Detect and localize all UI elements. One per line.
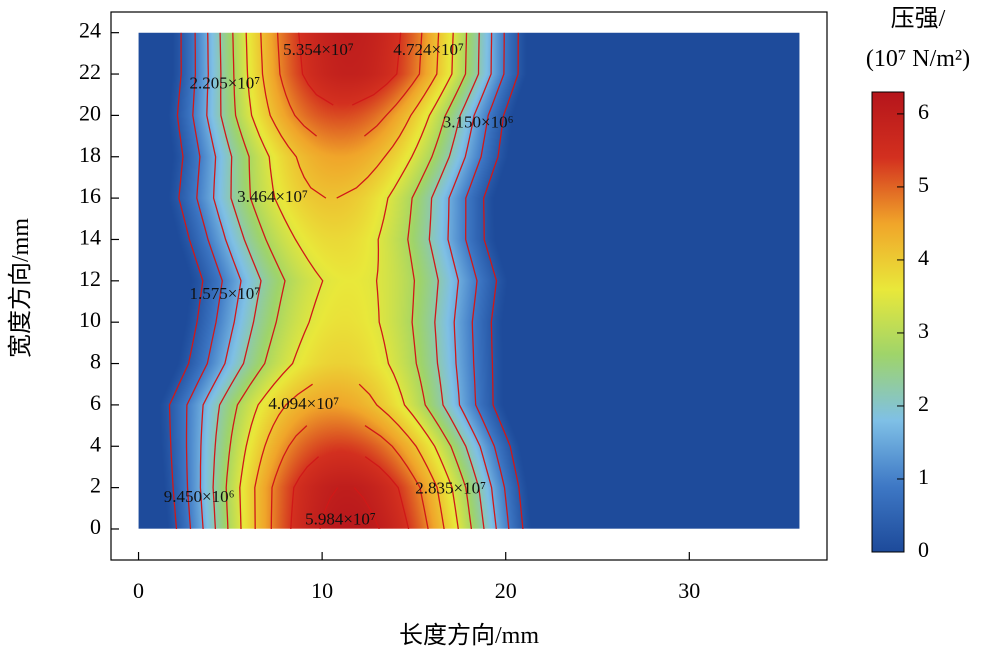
y-tick-label-20: 20 bbox=[79, 100, 101, 125]
contour-line-right-3 bbox=[428, 32, 485, 529]
contour-line-left-0 bbox=[168, 32, 204, 529]
colorbar-title-line1: 压强/ bbox=[891, 6, 946, 32]
contour-lines bbox=[168, 32, 524, 529]
colorbar-tick-label-2: 2 bbox=[918, 391, 929, 416]
colorbar-tick-label-0: 0 bbox=[918, 537, 929, 562]
contour-line-right-6 bbox=[358, 383, 445, 529]
colorbar-title-line2: (10⁷ N/m²) bbox=[866, 46, 970, 72]
x-tick-label-10: 10 bbox=[311, 578, 333, 603]
y-tick-label-4: 4 bbox=[90, 431, 101, 456]
y-tick-label-18: 18 bbox=[79, 142, 101, 167]
contour-label-7: 2.835×10⁷ bbox=[415, 479, 486, 498]
contour-line-left-5 bbox=[239, 32, 324, 529]
contour-line-left-8 bbox=[290, 456, 320, 529]
y-tick-label-10: 10 bbox=[79, 307, 101, 332]
y-tick-label-12: 12 bbox=[79, 266, 101, 291]
y-tick-label-14: 14 bbox=[79, 225, 101, 250]
y-tick-label-24: 24 bbox=[79, 18, 101, 43]
contour-label-2: 2.205×10⁷ bbox=[189, 73, 260, 92]
heatmap-image bbox=[138, 32, 800, 529]
colorbar-tick-label-3: 3 bbox=[918, 318, 929, 343]
colorbar-tick-label-5: 5 bbox=[918, 172, 929, 197]
contour-line-left-6 bbox=[254, 383, 313, 529]
colorbar-ticks: 0 1 2 3 4 5 6 bbox=[897, 99, 929, 562]
colorbar-tick-label-4: 4 bbox=[918, 245, 929, 270]
y-tick-label-2: 2 bbox=[90, 473, 101, 498]
colorbar-tick-label-1: 1 bbox=[918, 464, 929, 489]
contour-line-left-3 bbox=[212, 32, 262, 529]
colorbar: 压强/ (10⁷ N/m²) 0 1 2 3 4 5 6 bbox=[866, 6, 970, 562]
contour-line-left-1 bbox=[185, 32, 223, 529]
x-tick-label-20: 20 bbox=[495, 578, 517, 603]
contour-label-0: 5.354×10⁷ bbox=[283, 40, 354, 59]
y-tick-label-0: 0 bbox=[90, 514, 101, 539]
contour-label-6: 4.094×10⁷ bbox=[268, 394, 339, 413]
colorbar-gradient bbox=[871, 91, 905, 553]
contour-line-right-8 bbox=[351, 32, 402, 106]
contour-label-8: 9.450×10⁶ bbox=[164, 487, 235, 506]
contour-line-left-2 bbox=[199, 32, 242, 529]
contour-labels: 5.354×10⁷ 4.724×10⁷ 2.205×10⁷ 3.150×10⁶ 3.46… bbox=[164, 40, 514, 528]
x-axis-title: 长度方向/mm bbox=[399, 622, 539, 649]
y-tick-label-6: 6 bbox=[90, 390, 101, 415]
contour-label-9: 5.984×10⁷ bbox=[305, 510, 376, 529]
y-tick-label-16: 16 bbox=[79, 183, 101, 208]
y-axis-title: 宽度方向/mm bbox=[7, 218, 34, 358]
contour-label-4: 3.464×10⁷ bbox=[237, 187, 308, 206]
contour-line-right-0 bbox=[483, 32, 524, 529]
y-tick-label-22: 22 bbox=[79, 59, 101, 84]
contour-line-right-7 bbox=[363, 32, 423, 137]
y-tick-label-8: 8 bbox=[90, 349, 101, 374]
contour-line-left-8 bbox=[298, 32, 334, 106]
colorbar-tick-label-6: 6 bbox=[918, 99, 929, 124]
heatmap-surface bbox=[138, 32, 800, 529]
contour-line-right-4 bbox=[407, 32, 473, 529]
contour-line-right-2 bbox=[447, 32, 497, 529]
contour-line-left-7 bbox=[276, 32, 318, 137]
contour-line-right-5 bbox=[375, 32, 459, 529]
contour-label-1: 4.724×10⁷ bbox=[393, 40, 464, 59]
contour-label-3: 3.150×10⁶ bbox=[443, 113, 514, 132]
contour-line-left-6 bbox=[260, 32, 327, 199]
contour-line-right-8 bbox=[364, 456, 410, 529]
contour-line-left-7 bbox=[270, 425, 308, 529]
plot-frame bbox=[110, 11, 828, 561]
contour-line-left-4 bbox=[225, 32, 286, 529]
x-axis: 0 10 20 30 bbox=[133, 552, 700, 603]
contour-line-right-1 bbox=[465, 32, 510, 529]
x-tick-label-0: 0 bbox=[133, 578, 144, 603]
contour-line-right-9 bbox=[353, 487, 380, 529]
contour-line-right-7 bbox=[364, 425, 429, 529]
contour-line-left-9 bbox=[319, 487, 339, 529]
contour-label-5: 1.575×10⁷ bbox=[189, 284, 260, 303]
contour-line-right-6 bbox=[336, 32, 440, 199]
x-tick-label-30: 30 bbox=[678, 578, 700, 603]
